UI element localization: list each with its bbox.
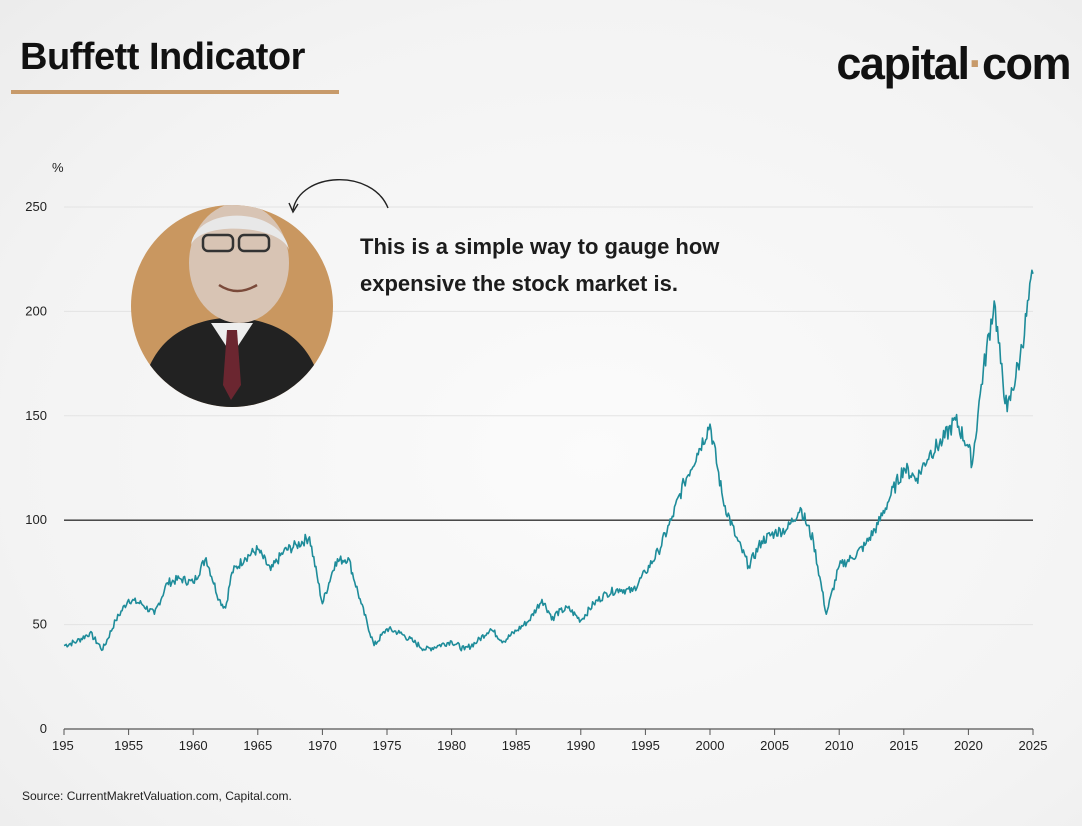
y-tick-label: 150 xyxy=(25,408,47,423)
annotation-text: This is a simple way to gauge how expens… xyxy=(360,234,720,296)
speech-arc-arrowhead xyxy=(288,202,299,214)
x-tick-label: 1955 xyxy=(114,738,143,753)
y-tick-label: 100 xyxy=(25,512,47,527)
x-tick-label: 1960 xyxy=(179,738,208,753)
x-tick-label: 2025 xyxy=(1019,738,1048,753)
portrait-tie xyxy=(223,330,241,400)
x-tick-label: 1970 xyxy=(308,738,337,753)
y-axis-label: % xyxy=(52,160,64,175)
portrait-drawing xyxy=(141,205,323,407)
portrait-glasses-left xyxy=(201,233,235,253)
x-tick-label: 2010 xyxy=(825,738,854,753)
logo-text-prefix: capital xyxy=(836,38,970,89)
x-tick-label: 1990 xyxy=(566,738,595,753)
x-tick-label: 1965 xyxy=(243,738,272,753)
logo-text-suffix: com xyxy=(981,38,1072,89)
x-tick-label: 195 xyxy=(52,738,74,753)
x-tick-label: 2000 xyxy=(696,738,725,753)
x-tick-label: 1995 xyxy=(631,738,660,753)
speech-arc xyxy=(292,179,389,211)
portrait-hair xyxy=(191,215,289,250)
y-tick-label: 0 xyxy=(40,721,47,736)
y-tick-label: 200 xyxy=(25,303,47,318)
x-tick-label: 2020 xyxy=(954,738,983,753)
x-tick-label: 2005 xyxy=(760,738,789,753)
chart-title: Buffett Indicator xyxy=(20,36,305,78)
x-tick-label: 2015 xyxy=(889,738,918,753)
series-layer xyxy=(63,269,1034,652)
logo-dot: · xyxy=(968,38,983,89)
y-tick-label: 250 xyxy=(25,199,47,214)
x-tick-label: 1985 xyxy=(502,738,531,753)
axes: 0 50 100 150 200 250 195 1955 1960 1965 1970 1975 19… xyxy=(25,199,1047,753)
x-tick-label: 1980 xyxy=(437,738,466,753)
capital-com-logo: capital·com xyxy=(836,38,1072,90)
title-underline xyxy=(11,90,339,94)
x-tick-label: 1975 xyxy=(373,738,402,753)
series-line xyxy=(63,269,1034,652)
portrait-smile xyxy=(218,283,258,293)
y-tick-label: 50 xyxy=(33,617,47,632)
source-note: Source: CurrentMakretValuation.com, Capi… xyxy=(22,789,292,803)
portrait-glasses-right xyxy=(237,233,271,253)
person-portrait-icon xyxy=(131,205,333,407)
